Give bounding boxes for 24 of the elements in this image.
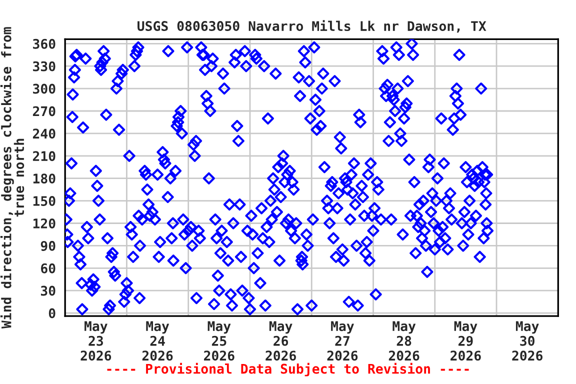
y-tick-label: 60 (41, 263, 56, 274)
y-tick-label: 180 (33, 174, 56, 184)
y-tick-label: 90 (40, 240, 56, 251)
y-tick-label: 240 (32, 128, 56, 139)
x-tick-label: May 26 2026 (266, 321, 296, 361)
x-tick-label: May 23 2026 (80, 321, 112, 361)
y-tick-label: 150 (33, 196, 56, 206)
y-tick-label: 0 (48, 308, 56, 318)
y-tick-label: 270 (32, 106, 56, 116)
y-axis-title: Wind direction, degrees clockwise from true north (0, 27, 24, 329)
y-tick-label: 210 (32, 151, 56, 162)
x-tick-label: May 29 2026 (450, 321, 481, 361)
text: ---- Provisional Data Subject to Revision ---- (107, 362, 469, 376)
y-tick-label: 360 (33, 38, 56, 49)
chart-title: USGS 08063050 Navarro Mills Lk nr Dawson, TX (138, 20, 486, 33)
x-tick-label: May 27 2026 (327, 321, 358, 361)
x-tick-label: May 25 2026 (204, 321, 234, 361)
x-tick-label: May 30 2026 (512, 321, 542, 361)
y-tick-label: 330 (33, 61, 56, 72)
x-tick-label: May 24 2026 (142, 321, 173, 361)
y-tick-label: 120 (33, 218, 56, 228)
x-tick-label: May 28 2026 (388, 321, 420, 361)
y-tick-label: 30 (40, 286, 56, 296)
y-tick-label: 300 (33, 84, 56, 94)
